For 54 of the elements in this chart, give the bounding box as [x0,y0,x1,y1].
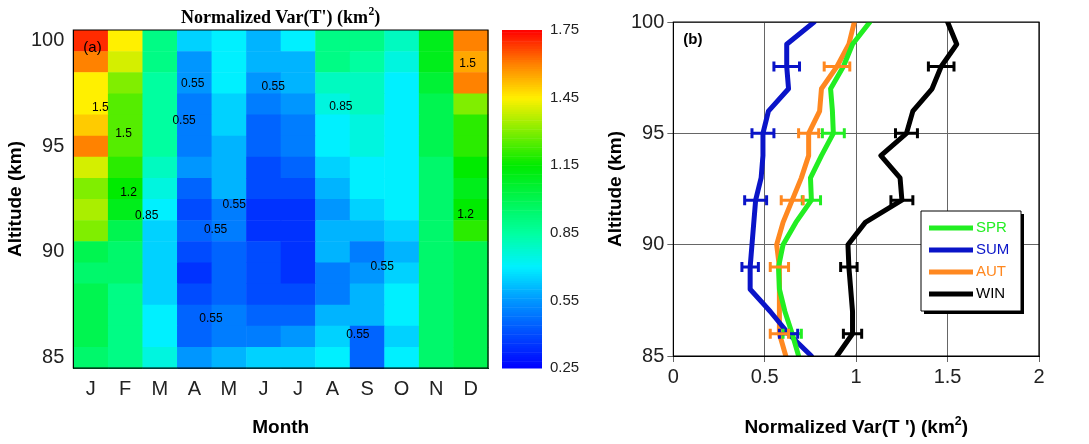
annotation: (b) [683,30,703,48]
annotation: 0.55 [261,78,286,93]
annotation: 0.55 [199,310,224,325]
x-tick-label: 0.5 [750,364,779,387]
x-tick-label: 1 [850,364,862,387]
x-axis-title: Month [252,416,310,438]
annotation: 0.55 [222,197,247,212]
x-tick-label: J [292,376,303,399]
annotation: 0.55 [203,222,228,237]
legend-label: SPR [976,218,1008,236]
y-tick-label: 90 [42,239,65,262]
x-tick-label: F [119,376,132,399]
annotation: 0.55 [181,76,205,91]
color-bar-label: 0.85 [550,222,580,240]
x-tick-label: J [258,376,269,399]
annotation: 0.55 [346,326,370,341]
annotation: 1.2 [457,206,475,221]
legend-label: AUT [976,262,1006,280]
annotation: (a) [83,38,102,56]
annotation: 0.85 [329,98,353,113]
x-tick-label: A [187,376,202,399]
y-tick-label: 85 [42,344,65,367]
legend-label: WIN [976,284,1006,302]
color-bar-label: 1.15 [550,155,580,173]
y-tick-label: 85 [642,343,665,366]
x-tick-label: M [151,376,169,399]
y-tick-label: 90 [642,232,665,255]
y-tick-label: 100 [630,9,665,32]
annotation: 0.55 [370,258,395,273]
x-tick-label: 2 [1033,364,1045,387]
color-bar-label: 1.45 [550,87,580,105]
x-tick-label: M [220,376,238,399]
annotation: 0.55 [172,112,197,127]
color-bar-label: 0.25 [550,358,580,376]
annotation: 1.5 [459,56,477,71]
color-bar-label: 1.75 [550,20,580,38]
y-tick-label: 95 [642,120,665,143]
x-tick-label: J [85,376,96,399]
x-tick-label: 1.5 [933,364,962,387]
y-tick-label: 100 [30,28,65,51]
x-tick-label: O [393,376,410,399]
color-bar-label: 0.55 [550,290,580,308]
y-axis-title: Altitude (km) [604,130,626,248]
y-tick-label: 95 [42,133,65,156]
annotation: 1.5 [91,100,109,115]
legend-label: SUM [976,240,1010,258]
x-tick-label: A [325,376,340,399]
y-axis-title: Altitude (km) [4,140,26,258]
x-tick-label: N [428,376,444,399]
annotation: 1.2 [120,184,138,199]
annotation: 1.5 [115,126,133,141]
x-tick-label: S [360,376,374,399]
x-tick-label: D [463,376,478,399]
x-tick-label: 0 [667,364,679,387]
